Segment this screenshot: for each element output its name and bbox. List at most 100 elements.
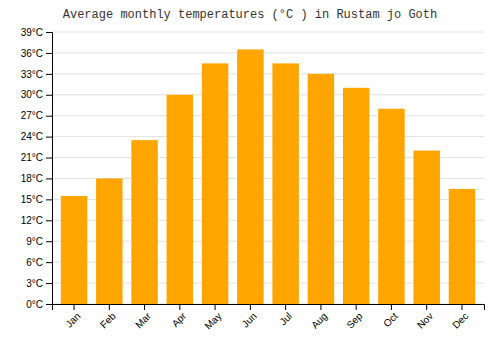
x-tick: Apr [170,304,189,329]
y-tick-label: 24°C [21,131,43,142]
y-tick-label: 18°C [21,173,43,184]
x-tick: Jun [240,304,259,330]
y-tick-mark [46,220,52,221]
y-tick: 24°C [21,131,52,142]
bar [343,88,369,304]
x-tick-label: Jan [63,310,82,329]
y-tick-label: 0°C [26,299,43,310]
y-tick-label: 12°C [21,215,43,226]
plot: 0°C 3°C 6°C 9°C 12°C 15°C 18°C 21°C 24°C 27°C 30°C… [21,27,485,332]
bar [167,95,193,304]
y-tick: 6°C [26,257,52,268]
y-tick-mark [46,74,52,75]
x-tick-mark [179,304,180,310]
chart-container: Average monthly temperatures (°C ) in Ru… [0,0,500,350]
y-axis: 0°C 3°C 6°C 9°C 12°C 15°C 18°C 21°C 24°C 27°C 30°C… [21,27,53,310]
y-tick: 18°C [21,173,52,184]
y-tick-mark [46,53,52,54]
bar [308,74,334,304]
y-tick: 21°C [21,152,52,163]
grid-line [52,32,484,33]
x-tick-label: Jun [240,310,259,329]
y-axis-line [46,33,53,305]
x-tick: Mar [133,304,153,330]
x-tick: Nov [415,304,435,331]
y-tick-label: 27°C [21,110,43,121]
grid-line [52,52,484,53]
x-tick-mark [144,304,145,310]
chart: Average monthly temperatures (°C ) in Ru… [0,0,500,350]
bar [61,196,87,304]
x-tick-label: Apr [170,310,189,329]
x-tick-mark [320,304,321,310]
y-tick-mark [46,116,52,117]
y-tick-mark [46,95,52,96]
y-tick-label: 39°C [21,27,43,38]
y-tick-mark [46,283,52,284]
y-tick: 0°C [26,299,52,310]
y-tick: 3°C [26,278,52,289]
y-tick: 30°C [21,89,52,100]
x-tick-mark [74,304,75,310]
x-tick-mark [250,304,251,310]
y-tick: 39°C [21,27,52,38]
grid-line [52,136,484,137]
bar [378,109,404,304]
x-tick: Dec [450,304,470,331]
y-tick-label: 33°C [21,69,43,80]
y-tick: 33°C [21,69,52,80]
x-tick: Aug [309,304,329,331]
x-tick-mark [426,304,427,310]
x-tick: Feb [98,304,118,330]
y-tick-label: 36°C [21,48,43,59]
y-tick-mark [46,199,52,200]
y-tick-label: 3°C [26,278,43,289]
y-tick-mark [46,262,52,263]
x-tick-label: Sep [344,310,365,331]
x-tick: Jul [277,304,294,327]
x-tick-label: Aug [309,310,329,330]
bars [61,49,475,304]
title: Average monthly temperatures (°C ) in Ru… [63,8,437,22]
grid-line [52,73,484,74]
grid [52,32,484,304]
x-tick-mark [391,304,392,310]
bar [96,178,122,304]
x-tick-mark [356,304,357,310]
y-tick-mark [46,241,52,242]
x-tick-label: Feb [98,310,118,330]
x-tick: Oct [381,304,400,329]
x-axis-line [53,305,485,311]
bar [131,140,157,304]
bar [449,189,475,304]
y-tick-mark [46,32,52,33]
x-tick-mark [285,304,286,310]
x-tick-label: Nov [415,310,435,330]
x-tick: Jan [63,304,82,330]
x-tick-mark [461,304,462,310]
x-tick-mark [109,304,110,310]
y-tick: 9°C [26,236,52,247]
x-tick-mark [215,304,216,310]
y-tick-label: 15°C [21,194,43,205]
grid-line [52,115,484,116]
y-tick-mark [46,137,52,138]
x-tick-label: May [202,310,223,331]
x-tick: May [202,304,223,332]
y-tick-label: 9°C [26,236,43,247]
y-tick: 12°C [21,215,52,226]
y-tick-mark [46,304,52,305]
bar [237,49,263,304]
x-tick-label: Mar [133,310,153,330]
y-tick: 15°C [21,194,52,205]
x-tick-label: Dec [450,310,470,330]
y-tick-mark [46,158,52,159]
bar [413,151,439,304]
y-tick-label: 21°C [21,152,43,163]
y-tick-label: 30°C [21,89,43,100]
x-tick-label: Oct [381,310,400,329]
bar [202,63,228,304]
bar [272,63,298,304]
grid-line [52,94,484,95]
x-axis: Jan Feb Mar Apr May Jun Jul Aug Sep Oct Nov Dec [53,304,485,332]
